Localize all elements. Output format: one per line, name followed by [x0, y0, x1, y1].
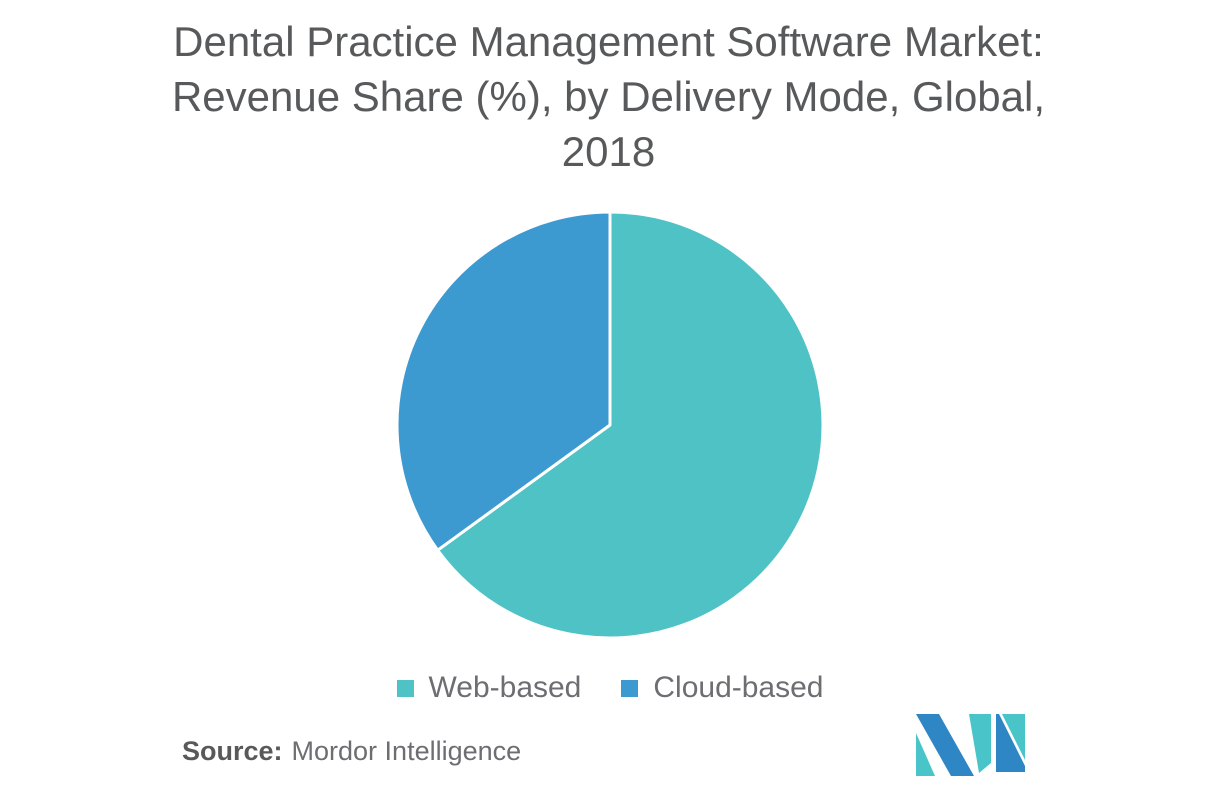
mordor-intelligence-logo [916, 714, 1025, 776]
logo-shape-right-teal-triangle [1002, 714, 1025, 760]
source-label: Source: [182, 736, 283, 766]
legend-swatch [618, 676, 642, 700]
pie-slice-web-based [436, 210, 825, 640]
legend-label: Cloud-based [653, 671, 824, 704]
logo-shape-right-blue-diagonal [996, 714, 1025, 772]
pie-chart [395, 210, 825, 640]
chart-title-line-2: Revenue Share (%), by Delivery Mode, Glo… [171, 73, 1046, 120]
chart-title-line-3: 2018 [561, 128, 656, 175]
logo-shape-left-blue-diagonal [916, 714, 974, 776]
legend-label: Web-based [428, 671, 582, 704]
legend-item-cloud-based: Cloud-based [618, 671, 824, 705]
source-text: Mordor Intelligence [291, 736, 522, 766]
legend: Web-based Cloud-based [0, 670, 1217, 706]
logo-shape-left-teal-wedge [916, 733, 935, 776]
pie-chart-area [390, 205, 830, 645]
chart-title: Dental Practice Management Software Mark… [0, 14, 1217, 179]
chart-title-line-1: Dental Practice Management Software Mark… [173, 18, 1044, 65]
source-note: Source: Mordor Intelligence [182, 736, 521, 767]
pie-slice-cloud-based [395, 210, 612, 552]
legend-swatch [393, 676, 417, 700]
legend-item-web-based: Web-based [393, 671, 582, 705]
logo-shape-middle-teal-wedge [969, 714, 991, 773]
